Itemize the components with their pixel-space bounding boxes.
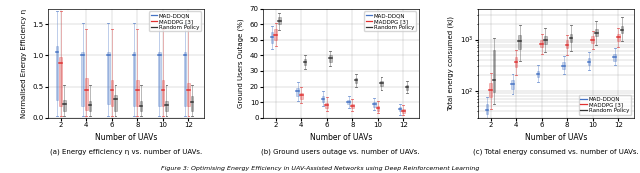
Bar xyxy=(296,88,299,96)
Bar xyxy=(588,58,591,65)
Legend: MAD-DDQN, MADDPG [3], Random Policy: MAD-DDQN, MADDPG [3], Random Policy xyxy=(579,95,631,115)
X-axis label: Number of UAVs: Number of UAVs xyxy=(95,133,157,142)
Bar xyxy=(114,95,116,111)
Bar xyxy=(380,81,383,86)
Bar xyxy=(486,104,488,114)
Bar xyxy=(591,37,594,43)
Bar xyxy=(493,50,495,92)
Bar xyxy=(540,40,543,47)
Bar xyxy=(621,26,623,33)
Bar xyxy=(511,80,514,89)
Bar xyxy=(275,29,277,40)
Text: (a) Energy efficiency η vs. number of UAVs.: (a) Energy efficiency η vs. number of UA… xyxy=(50,149,202,155)
Bar xyxy=(566,40,568,48)
Bar xyxy=(187,83,189,106)
Bar xyxy=(278,17,280,24)
Bar xyxy=(60,57,62,106)
Bar xyxy=(518,35,521,49)
Bar xyxy=(56,46,58,100)
Legend: MAD-DDQN, MADDPG [3], Random Policy: MAD-DDQN, MADDPG [3], Random Policy xyxy=(149,11,201,31)
Bar xyxy=(63,100,66,111)
Bar xyxy=(613,54,616,61)
Bar xyxy=(132,52,135,106)
Bar xyxy=(326,103,328,107)
Bar xyxy=(81,52,84,106)
Bar xyxy=(184,52,186,106)
Bar xyxy=(544,37,547,44)
X-axis label: Number of UAVs: Number of UAVs xyxy=(310,133,372,142)
Bar xyxy=(140,101,142,111)
Bar xyxy=(490,83,492,97)
Bar xyxy=(85,78,88,110)
Y-axis label: Normalised Energy Efficiency η: Normalised Energy Efficiency η xyxy=(21,9,27,118)
Bar xyxy=(351,104,353,108)
Bar xyxy=(271,32,273,43)
Bar xyxy=(355,78,357,83)
Bar xyxy=(595,29,598,37)
Bar xyxy=(107,52,109,104)
X-axis label: Number of UAVs: Number of UAVs xyxy=(525,133,587,142)
Bar xyxy=(406,85,408,90)
Bar xyxy=(563,62,565,69)
Y-axis label: Ground Users Outage (%): Ground Users Outage (%) xyxy=(237,18,244,108)
Legend: MAD-DDQN, MADDPG [3], Random Policy: MAD-DDQN, MADDPG [3], Random Policy xyxy=(364,11,416,31)
Bar xyxy=(111,80,113,106)
Y-axis label: Total energy consumed (kJ): Total energy consumed (kJ) xyxy=(448,16,454,111)
Bar xyxy=(537,71,540,77)
Bar xyxy=(88,101,91,111)
Bar xyxy=(191,97,193,111)
Bar xyxy=(162,80,164,106)
Bar xyxy=(303,59,306,65)
Bar xyxy=(158,52,161,106)
Bar xyxy=(329,55,332,62)
Bar xyxy=(136,80,139,106)
Bar xyxy=(300,93,303,99)
Bar xyxy=(376,106,379,111)
Bar xyxy=(515,57,517,67)
Text: (b) Ground users outage vs. number of UAVs.: (b) Ground users outage vs. number of UA… xyxy=(262,149,420,155)
Bar xyxy=(402,109,404,113)
Bar xyxy=(570,34,572,42)
Bar xyxy=(399,107,401,111)
Text: Figure 3: Optimising Energy Efficiency in UAV-Assisted Networks using Deep Reinf: Figure 3: Optimising Energy Efficiency i… xyxy=(161,166,479,171)
Text: (c) Total energy consumed vs. number of UAVs.: (c) Total energy consumed vs. number of … xyxy=(473,149,639,155)
Bar xyxy=(348,100,350,104)
Bar xyxy=(617,34,620,41)
Bar xyxy=(373,102,376,107)
Bar xyxy=(165,101,168,111)
Bar xyxy=(322,96,324,102)
